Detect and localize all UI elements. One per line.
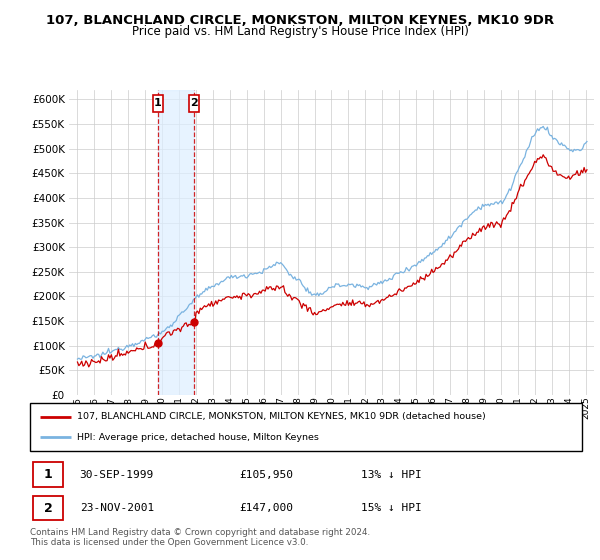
Text: 13% ↓ HPI: 13% ↓ HPI [361, 470, 422, 480]
Text: 107, BLANCHLAND CIRCLE, MONKSTON, MILTON KEYNES, MK10 9DR (detached house): 107, BLANCHLAND CIRCLE, MONKSTON, MILTON… [77, 412, 485, 421]
FancyBboxPatch shape [33, 496, 63, 520]
Text: 107, BLANCHLAND CIRCLE, MONKSTON, MILTON KEYNES, MK10 9DR: 107, BLANCHLAND CIRCLE, MONKSTON, MILTON… [46, 14, 554, 27]
Text: 15% ↓ HPI: 15% ↓ HPI [361, 503, 422, 513]
Text: Price paid vs. HM Land Registry's House Price Index (HPI): Price paid vs. HM Land Registry's House … [131, 25, 469, 38]
Bar [158, 90, 194, 395]
Text: £105,950: £105,950 [240, 470, 294, 480]
Text: 2: 2 [44, 502, 52, 515]
Text: £147,000: £147,000 [240, 503, 294, 513]
Text: Contains HM Land Registry data © Crown copyright and database right 2024.
This d: Contains HM Land Registry data © Crown c… [30, 528, 370, 547]
FancyBboxPatch shape [189, 95, 199, 112]
FancyBboxPatch shape [30, 403, 582, 451]
Text: 1: 1 [44, 468, 52, 481]
FancyBboxPatch shape [33, 463, 63, 487]
Text: HPI: Average price, detached house, Milton Keynes: HPI: Average price, detached house, Milt… [77, 433, 319, 442]
FancyBboxPatch shape [153, 95, 163, 112]
Text: 1: 1 [154, 99, 162, 108]
Text: 23-NOV-2001: 23-NOV-2001 [80, 503, 154, 513]
Text: 30-SEP-1999: 30-SEP-1999 [80, 470, 154, 480]
Text: 2: 2 [190, 99, 198, 108]
